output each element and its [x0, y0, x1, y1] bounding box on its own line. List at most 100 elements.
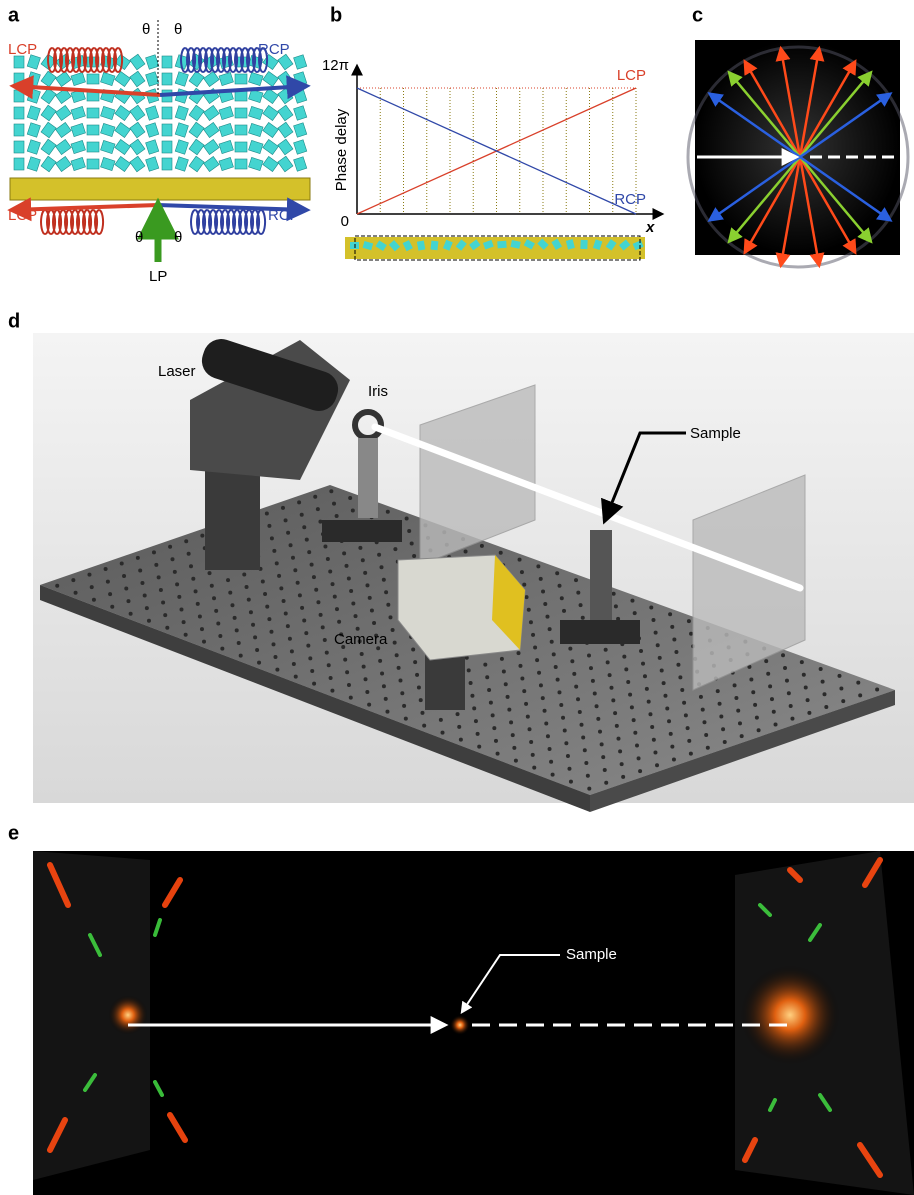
- hole: [576, 591, 580, 595]
- pillar: [101, 106, 116, 119]
- hole: [500, 657, 504, 661]
- hole: [532, 766, 536, 770]
- hole: [624, 667, 628, 671]
- hole: [347, 576, 351, 580]
- hole: [507, 708, 511, 712]
- hole: [684, 713, 688, 717]
- pillar: [41, 156, 56, 172]
- hole: [286, 531, 290, 535]
- hole: [520, 676, 524, 680]
- label: LCP: [8, 41, 37, 58]
- hole: [269, 630, 273, 634]
- hole: [822, 692, 826, 696]
- hole: [55, 584, 59, 588]
- hole: [517, 651, 521, 655]
- label: θ: [174, 21, 182, 38]
- pillar: [87, 125, 99, 135]
- hole: [570, 659, 574, 663]
- hole: [667, 719, 671, 723]
- hole: [615, 724, 619, 728]
- hole: [807, 711, 811, 715]
- hole: [323, 545, 327, 549]
- hole: [787, 691, 791, 695]
- hole: [106, 580, 110, 584]
- hole: [660, 668, 664, 672]
- hole: [347, 683, 351, 687]
- hole: [749, 678, 753, 682]
- hole: [652, 738, 656, 742]
- hole: [237, 641, 241, 645]
- hole: [841, 699, 845, 703]
- label: LCP: [8, 207, 37, 224]
- pillar: [219, 157, 234, 170]
- hole: [313, 495, 317, 499]
- hole: [378, 659, 382, 663]
- pillar: [162, 73, 172, 85]
- hole: [214, 609, 218, 613]
- pillar: [41, 88, 56, 104]
- label: Sample: [566, 946, 617, 963]
- pillar: [162, 158, 172, 170]
- pillar: [235, 108, 247, 118]
- hole: [522, 689, 526, 693]
- hole: [296, 581, 300, 585]
- hole: [253, 635, 257, 639]
- hole: [566, 754, 570, 758]
- pillar: [14, 158, 24, 170]
- hole: [781, 653, 785, 657]
- pillar: [189, 105, 204, 121]
- pillar: [249, 123, 264, 136]
- hole: [202, 640, 206, 644]
- pillar: [56, 139, 72, 154]
- hole: [557, 690, 561, 694]
- hole: [774, 722, 778, 726]
- hole: [152, 550, 156, 554]
- hole: [298, 593, 302, 597]
- figure: a b c d e LCP θ θ RCP LCP θ θ RCP LP Pha…: [0, 0, 914, 1195]
- hole: [716, 689, 720, 693]
- pillar: [204, 122, 220, 137]
- hole: [272, 642, 276, 646]
- hole: [212, 596, 216, 600]
- hole: [552, 652, 556, 656]
- pillar: [162, 124, 172, 136]
- pillar: [219, 123, 234, 136]
- hole: [650, 725, 654, 729]
- pillar: [130, 105, 145, 121]
- pillar: [235, 159, 247, 169]
- hole: [518, 664, 522, 668]
- hole: [126, 599, 130, 603]
- hole: [620, 762, 624, 766]
- label: LP: [149, 268, 167, 285]
- pillar: [71, 123, 86, 136]
- hole: [564, 741, 568, 745]
- hole: [370, 608, 374, 612]
- hole: [527, 608, 531, 612]
- hole: [154, 563, 158, 567]
- hole: [235, 628, 239, 632]
- hole: [263, 592, 267, 596]
- hole: [821, 680, 825, 684]
- y-axis-label: Phase delay: [333, 108, 350, 191]
- hole: [783, 666, 787, 670]
- x-axis-label: x: [645, 219, 655, 236]
- hole: [216, 621, 220, 625]
- hole: [345, 564, 349, 568]
- hole: [326, 557, 330, 561]
- pillar: [146, 123, 159, 138]
- hole: [639, 649, 643, 653]
- pillar: [27, 89, 40, 104]
- hole: [476, 732, 480, 736]
- hole: [393, 641, 397, 645]
- hole: [539, 577, 543, 581]
- hole: [71, 578, 75, 582]
- pillar: [130, 88, 145, 104]
- hole: [529, 740, 533, 744]
- hole: [643, 674, 647, 678]
- hole: [672, 757, 676, 761]
- hole: [492, 726, 496, 730]
- hole: [239, 654, 243, 658]
- label: Camera: [334, 631, 388, 648]
- hole: [669, 732, 673, 736]
- hole: [637, 756, 641, 760]
